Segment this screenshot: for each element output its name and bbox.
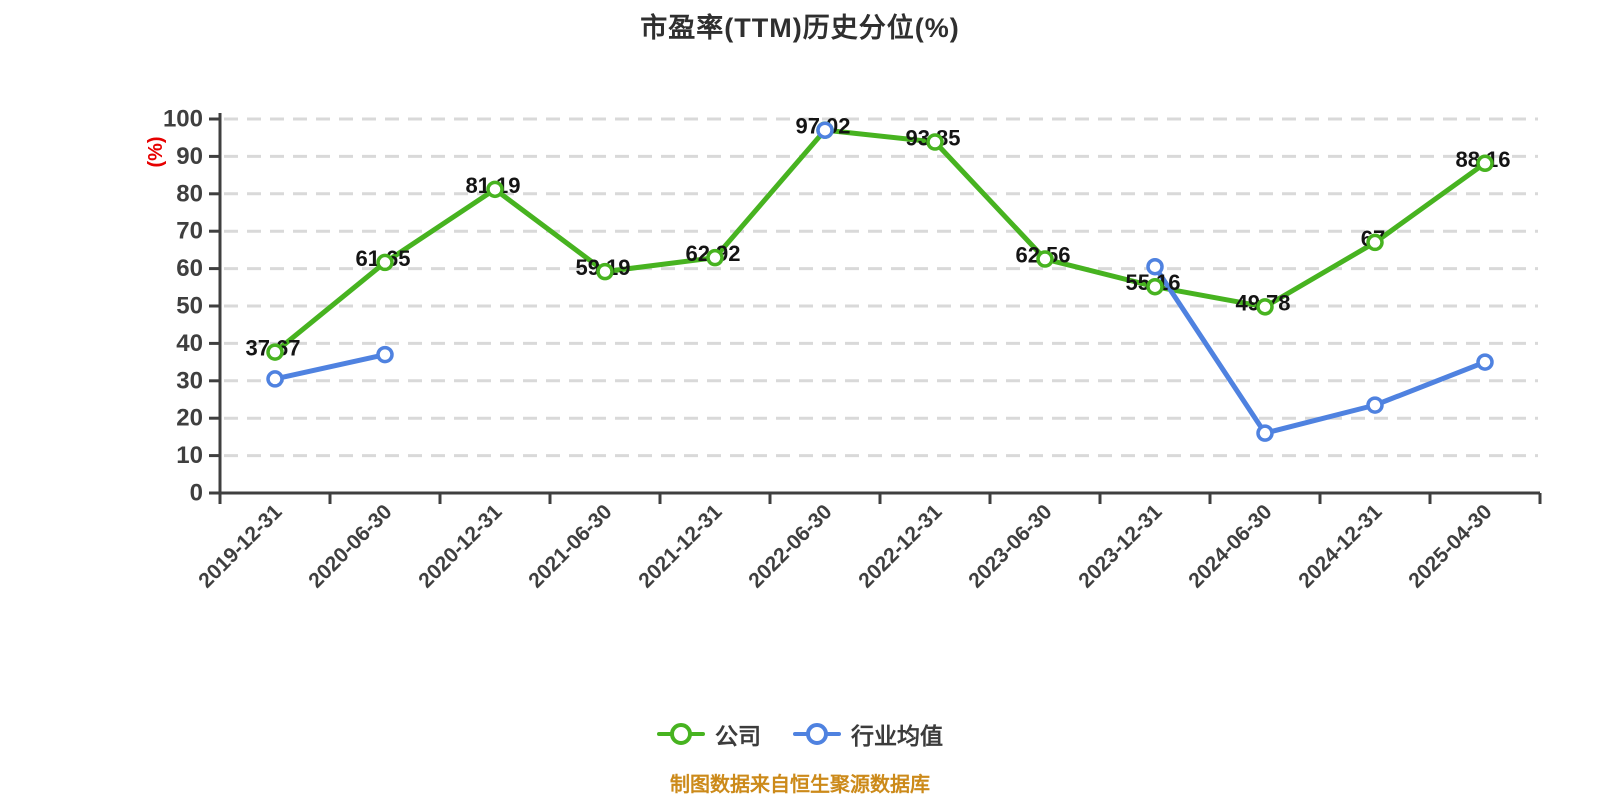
data-point-marker-0 (486, 180, 504, 199)
legend-label-company: 公司 (715, 723, 761, 749)
x-axis-label: 2020-06-30 (304, 500, 396, 592)
series-line-1 (272, 352, 388, 382)
series-line-0 (272, 127, 1488, 355)
legend: 公司 行业均值 (0, 714, 1600, 754)
y-axis-name: (%) (145, 136, 167, 167)
data-point-marker-1 (376, 345, 394, 364)
data-point-marker-1 (1476, 353, 1494, 371)
data-point-marker-1 (1256, 424, 1274, 442)
y-axis-label: 60 (176, 255, 203, 282)
x-axis-label: 2024-06-30 (1184, 500, 1276, 592)
data-point-marker-1 (1146, 257, 1164, 276)
y-axis-label: 30 (176, 367, 203, 394)
y-axis-label: 80 (176, 180, 203, 207)
data-point-marker-0 (1366, 233, 1384, 252)
x-axis-label: 2022-12-31 (854, 500, 946, 592)
y-axis-label: 0 (190, 480, 203, 507)
y-axis-label: 90 (176, 143, 203, 170)
data-point-marker-1 (266, 370, 284, 388)
x-axis-label: 2023-06-30 (964, 500, 1056, 592)
data-point-marker-0 (376, 253, 394, 272)
legend-marker-industry-average (793, 722, 841, 746)
x-axis-label: 2021-06-30 (524, 500, 616, 592)
y-axis-label: 20 (176, 405, 203, 432)
data-point-marker-1 (816, 121, 834, 139)
series-line-1 (1152, 264, 1488, 436)
x-axis-label: 2024-12-31 (1294, 500, 1386, 592)
data-source-note: 制图数据来自恒生聚源数据库 (670, 774, 930, 796)
legend-label-industry-average: 行业均值 (851, 723, 943, 749)
data-point-marker-0 (706, 248, 724, 267)
y-axis-label: 40 (176, 330, 203, 357)
x-axis-label: 2022-06-30 (744, 500, 836, 592)
chart-title: 市盈率(TTM)历史分位(%) (640, 13, 960, 43)
data-point-marker-0 (596, 262, 614, 281)
legend-item-industry-average[interactable]: 行业均值 (793, 717, 943, 751)
data-point-marker-0 (926, 133, 944, 151)
data-point-marker-0 (1256, 298, 1274, 316)
x-axis-label: 2019-12-31 (194, 500, 286, 592)
data-point-marker-1 (1366, 396, 1384, 414)
x-axis-label: 2021-12-31 (634, 500, 726, 592)
data-point-marker-0 (1146, 277, 1164, 296)
data-point-marker-0 (1036, 250, 1054, 268)
legend-marker-company (657, 722, 705, 746)
legend-circle-icon (806, 723, 828, 745)
y-axis-label: 10 (176, 442, 203, 469)
y-axis-label: 70 (176, 218, 203, 245)
legend-item-company[interactable]: 公司 (657, 717, 761, 751)
legend-circle-icon (670, 723, 692, 745)
y-axis-label: 100 (163, 106, 203, 133)
data-point-marker-0 (266, 343, 284, 361)
x-axis-label: 2025-04-30 (1404, 500, 1496, 592)
data-point-marker-0 (1476, 154, 1494, 173)
x-axis-label: 2020-12-31 (414, 500, 506, 592)
y-axis-label: 50 (176, 293, 203, 320)
x-axis-label: 2023-12-31 (1074, 500, 1166, 592)
